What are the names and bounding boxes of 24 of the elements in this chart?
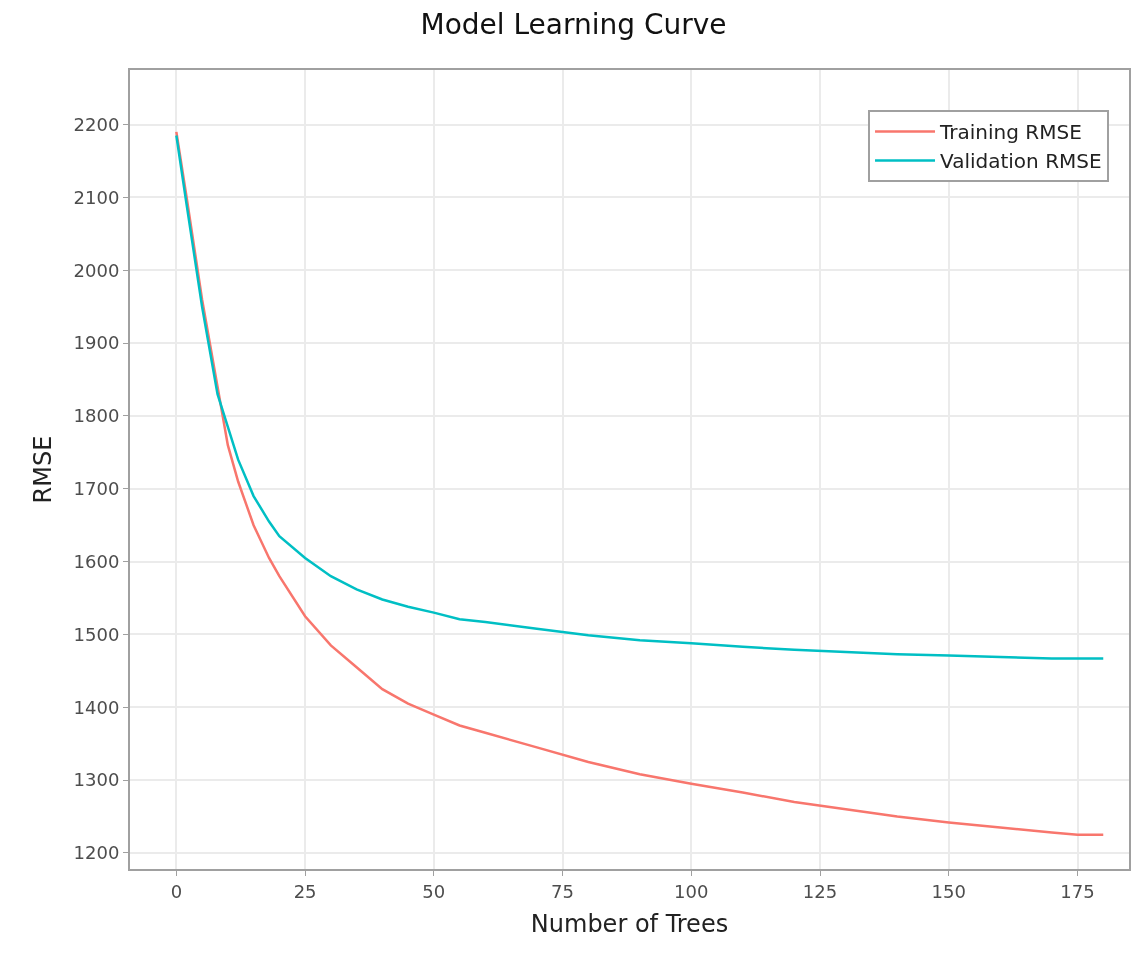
y-tick-label: 1300	[73, 769, 120, 791]
x-tick-label: 100	[674, 880, 709, 902]
y-tick-label: 1700	[73, 478, 120, 500]
x-tick-label: 25	[293, 880, 317, 902]
x-tick-label: 0	[170, 880, 183, 902]
y-tick-label: 1400	[73, 696, 120, 718]
x-tick-label: 50	[422, 880, 446, 902]
legend-label: Training RMSE	[939, 120, 1082, 145]
x-tick-label: 75	[551, 880, 575, 902]
y-tick-label: 1200	[73, 842, 120, 864]
chart-title: Model Learning Curve	[420, 7, 727, 41]
y-tick-label: 1500	[73, 623, 120, 645]
y-tick-label: 2200	[73, 113, 120, 135]
y-tick-label: 2100	[73, 186, 120, 208]
y-tick-label: 1800	[73, 405, 120, 427]
y-axis-title: RMSE	[29, 435, 58, 504]
y-tick-label: 2000	[73, 259, 120, 281]
y-tick-label: 1600	[73, 550, 120, 572]
x-tick-label: 175	[1060, 880, 1095, 902]
x-tick-label: 125	[802, 880, 838, 902]
x-axis-title: Number of Trees	[530, 910, 729, 939]
y-tick-label: 1900	[73, 332, 120, 354]
x-tick-label: 150	[931, 880, 966, 902]
legend-label: Validation RMSE	[940, 149, 1102, 174]
